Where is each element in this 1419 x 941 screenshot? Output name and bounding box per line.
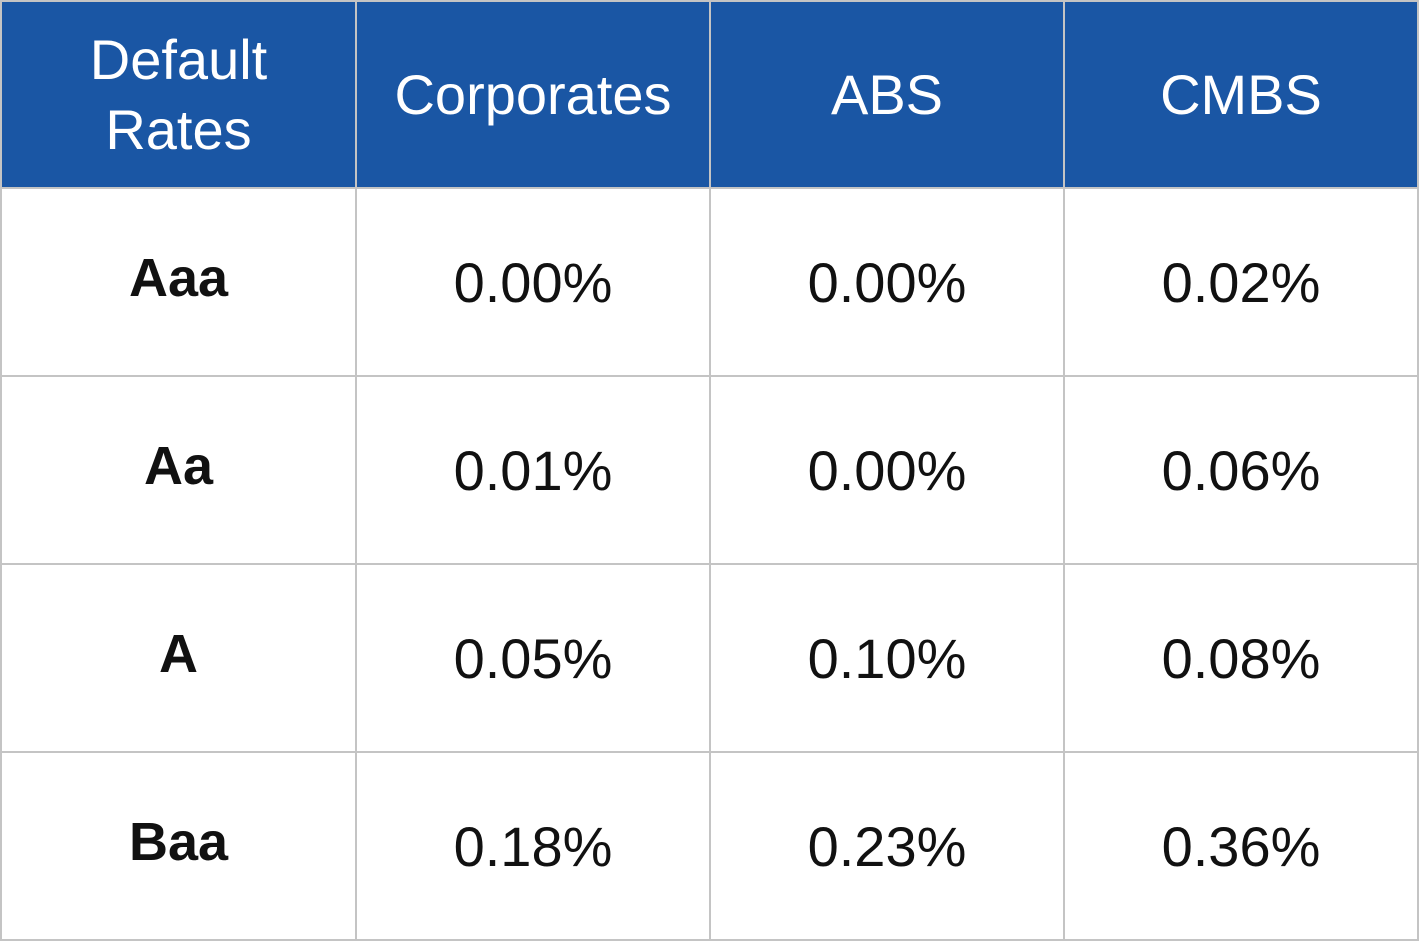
table-cell: 0.05%	[355, 563, 711, 753]
row-label: A	[0, 563, 357, 753]
table-cell: 0.02%	[1063, 187, 1419, 377]
table-cell: 0.36%	[1063, 751, 1419, 941]
table-cell: 0.23%	[709, 751, 1065, 941]
table-cell: 0.08%	[1063, 563, 1419, 753]
table-row: A 0.05% 0.10% 0.08%	[0, 563, 1419, 753]
table-row: Aaa 0.00% 0.00% 0.02%	[0, 187, 1419, 377]
table-cell: 0.00%	[355, 187, 711, 377]
table-cell: 0.10%	[709, 563, 1065, 753]
header-row: Default Rates Corporates ABS CMBS	[0, 0, 1419, 189]
table-cell: 0.18%	[355, 751, 711, 941]
table-row: Aa 0.01% 0.00% 0.06%	[0, 375, 1419, 565]
column-header: CMBS	[1063, 0, 1419, 189]
column-header: Corporates	[355, 0, 711, 189]
table-cell: 0.01%	[355, 375, 711, 565]
table-cell: 0.00%	[709, 187, 1065, 377]
column-header: Default Rates	[0, 0, 357, 189]
row-label: Aaa	[0, 187, 357, 377]
column-header: ABS	[709, 0, 1065, 189]
row-label: Aa	[0, 375, 357, 565]
table-cell: 0.00%	[709, 375, 1065, 565]
table-cell: 0.06%	[1063, 375, 1419, 565]
table-row: Baa 0.18% 0.23% 0.36%	[0, 751, 1419, 941]
row-label: Baa	[0, 751, 357, 941]
